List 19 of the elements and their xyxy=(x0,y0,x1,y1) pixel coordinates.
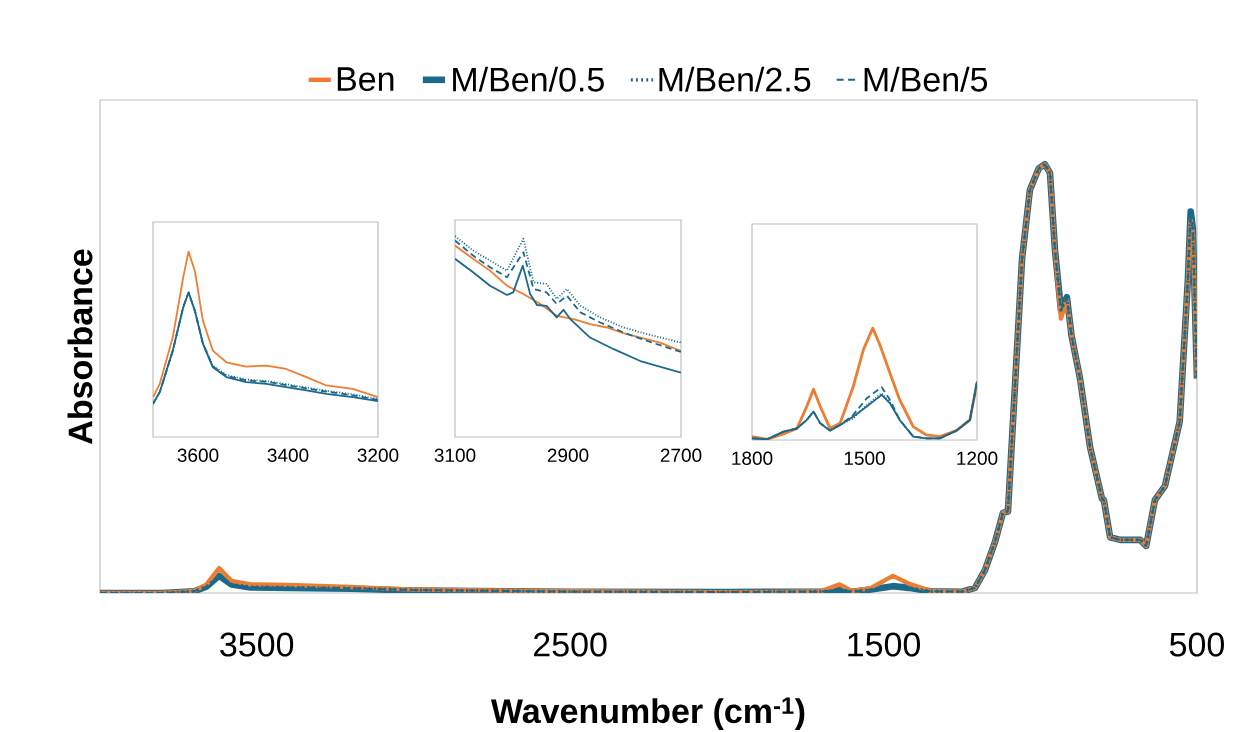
legend-label: Ben xyxy=(337,67,394,92)
y-axis-title: Absorbance xyxy=(67,249,93,444)
x-tick-label: 3200 xyxy=(357,448,399,462)
x-tick-label: 3400 xyxy=(267,448,309,462)
x-tick-label: 1500 xyxy=(844,451,885,465)
x-tick-label: 1500 xyxy=(848,632,921,657)
x-tick-label: 1800 xyxy=(732,451,773,465)
legend-label: M/Ben/0.5 xyxy=(453,66,604,92)
legend-label: M/Ben/2.5 xyxy=(659,66,811,92)
x-tick-label: 2500 xyxy=(534,632,607,657)
x-tick-label: 2700 xyxy=(660,448,702,462)
x-tick-label: 3100 xyxy=(434,448,476,462)
x-tick-label: 3500 xyxy=(220,632,294,657)
x-tick-label: 500 xyxy=(1169,632,1224,657)
legend-label: M/Ben/5 xyxy=(864,66,988,92)
x-axis-title: Wavenumber (cm$^{-1}$) xyxy=(490,697,805,730)
x-tick-label: 2900 xyxy=(547,448,589,462)
x-tick-label: 3600 xyxy=(177,448,219,462)
x-tick-label: 1200 xyxy=(957,451,998,465)
